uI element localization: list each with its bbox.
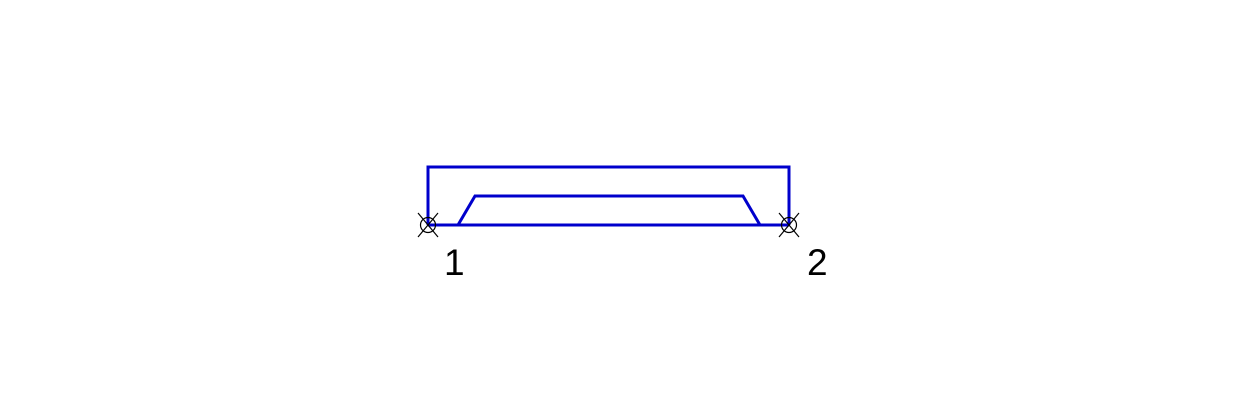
outer-frame-line (426, 165, 791, 225)
terminal-2-label: 2 (807, 242, 828, 283)
terminal-1-label: 1 (444, 242, 465, 283)
terminal-1-marker-icon[interactable] (417, 212, 439, 238)
inner-trapezoid-shape (456, 194, 762, 226)
terminal-2-marker-icon[interactable] (778, 212, 800, 238)
